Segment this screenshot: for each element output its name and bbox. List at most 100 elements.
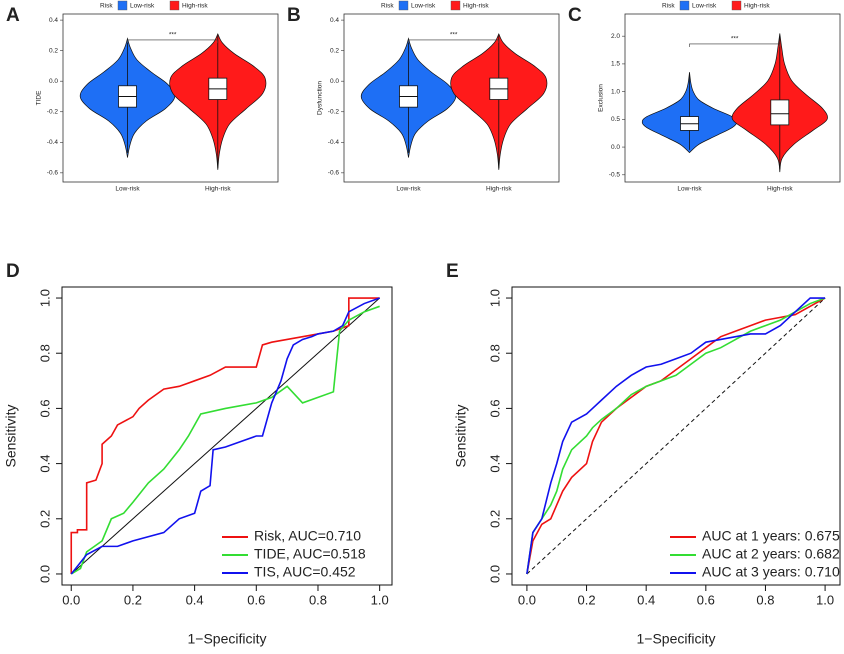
x-tick-label: 0.0: [62, 592, 80, 607]
legend-label: Risk, AUC=0.710: [254, 528, 361, 544]
roc-curve: [526, 297, 826, 575]
x-tick-label: Low-risk: [677, 186, 702, 193]
legend-swatch: [731, 0, 742, 11]
legend-label: High-risk: [744, 3, 770, 10]
y-tick-label: -0.6: [328, 170, 340, 177]
y-tick-label: 0.0: [487, 565, 502, 583]
y-tick-label: 0.4: [37, 455, 52, 473]
legend-label: Low-risk: [692, 3, 717, 10]
y-axis-label: Exclusion: [598, 84, 605, 112]
y-tick-label: 0.4: [49, 17, 58, 24]
legend-label: AUC at 1 years: 0.675: [702, 528, 840, 544]
y-tick-label: 0.0: [611, 144, 620, 151]
y-tick-label: 0.4: [487, 455, 502, 473]
y-tick-label: 0.8: [37, 344, 52, 362]
x-tick-label: 0.4: [186, 592, 204, 607]
panel-label: B: [287, 5, 301, 26]
panel-label: A: [6, 5, 20, 26]
y-tick-label: 0.0: [37, 565, 52, 583]
legend-swatch: [169, 0, 180, 11]
x-tick-label: 0.8: [756, 592, 774, 607]
x-tick-label: 1.0: [371, 592, 389, 607]
x-tick-label: 0.8: [309, 592, 327, 607]
significance-bracket: [127, 39, 219, 43]
significance-label: ***: [450, 32, 458, 39]
y-tick-label: 0.2: [49, 47, 58, 54]
x-tick-label: 0.4: [637, 592, 655, 607]
y-tick-label: 0.2: [330, 47, 339, 54]
legend-label: Low-risk: [411, 3, 436, 10]
y-tick-label: -0.2: [328, 108, 340, 115]
y-axis-label: Sensitivity: [453, 404, 469, 467]
panel-label: E: [446, 261, 459, 282]
y-tick-label: 2.0: [611, 33, 620, 40]
plot-frame: [343, 13, 560, 183]
y-axis-label: Sensitivity: [3, 404, 19, 467]
y-tick-label: 1.0: [37, 289, 52, 307]
legend-label: TIDE, AUC=0.518: [254, 546, 366, 562]
y-tick-label: -0.2: [47, 108, 59, 115]
significance-bracket: [408, 39, 500, 43]
diagonal: [526, 297, 826, 575]
legend-swatch: [117, 0, 128, 11]
roc-curve: [70, 305, 380, 575]
y-tick-label: -0.5: [609, 172, 621, 179]
y-tick-label: 0.2: [37, 510, 52, 528]
y-tick-label: 0.4: [330, 17, 339, 24]
legend-label: AUC at 3 years: 0.710: [702, 564, 840, 580]
legend-swatch: [679, 0, 690, 11]
x-tick-label: 0.0: [518, 592, 536, 607]
significance-label: ***: [731, 36, 739, 43]
x-tick-label: High-risk: [486, 186, 512, 193]
y-tick-label: 1.0: [611, 88, 620, 95]
panel-label: C: [568, 5, 582, 26]
y-tick-label: -0.6: [47, 170, 59, 177]
box: [770, 99, 790, 126]
diagonal: [70, 297, 380, 575]
roc-curve: [70, 297, 380, 575]
y-tick-label: 0.5: [611, 116, 620, 123]
significance-bracket: [689, 43, 781, 47]
y-tick-label: 0.6: [487, 399, 502, 417]
y-tick-label: 0.2: [487, 510, 502, 528]
x-tick-label: 1.0: [816, 592, 834, 607]
y-tick-label: 0.6: [37, 399, 52, 417]
y-tick-label: -0.4: [328, 139, 340, 146]
plot-frame: [624, 13, 841, 183]
plot-frame: [511, 286, 841, 586]
y-tick-label: 0.0: [330, 78, 339, 85]
y-axis-label: Dysfunction: [317, 81, 324, 115]
x-axis-label: 1−Specificity: [637, 631, 716, 647]
y-tick-label: 1.5: [611, 61, 620, 68]
significance-label: ***: [169, 32, 177, 39]
legend-swatch: [398, 0, 409, 11]
x-tick-label: 0.6: [697, 592, 715, 607]
legend-swatch: [450, 0, 461, 11]
panel-label: D: [6, 261, 20, 282]
legend-label: High-risk: [182, 3, 208, 10]
y-tick-label: 0.8: [487, 344, 502, 362]
x-tick-label: 0.2: [578, 592, 596, 607]
x-tick-label: 0.6: [247, 592, 265, 607]
legend-label: High-risk: [463, 3, 489, 10]
y-tick-label: -0.4: [47, 139, 59, 146]
plot-frame: [62, 13, 279, 183]
x-tick-label: High-risk: [767, 186, 793, 193]
legend-label: Low-risk: [130, 3, 155, 10]
y-tick-label: 0.0: [49, 78, 58, 85]
roc-curve: [526, 297, 826, 575]
x-tick-label: 0.2: [124, 592, 142, 607]
x-tick-label: High-risk: [205, 186, 231, 193]
x-tick-label: Low-risk: [115, 186, 140, 193]
legend-title: Risk: [100, 3, 113, 10]
y-axis-label: TIDE: [36, 90, 43, 105]
legend-label: AUC at 2 years: 0.682: [702, 546, 840, 562]
y-tick-label: 1.0: [487, 289, 502, 307]
plot-frame: [61, 286, 393, 586]
x-tick-label: Low-risk: [396, 186, 421, 193]
legend-label: TIS, AUC=0.452: [254, 564, 356, 580]
legend-title: Risk: [381, 3, 394, 10]
legend-title: Risk: [662, 3, 675, 10]
x-axis-label: 1−Specificity: [188, 631, 267, 647]
